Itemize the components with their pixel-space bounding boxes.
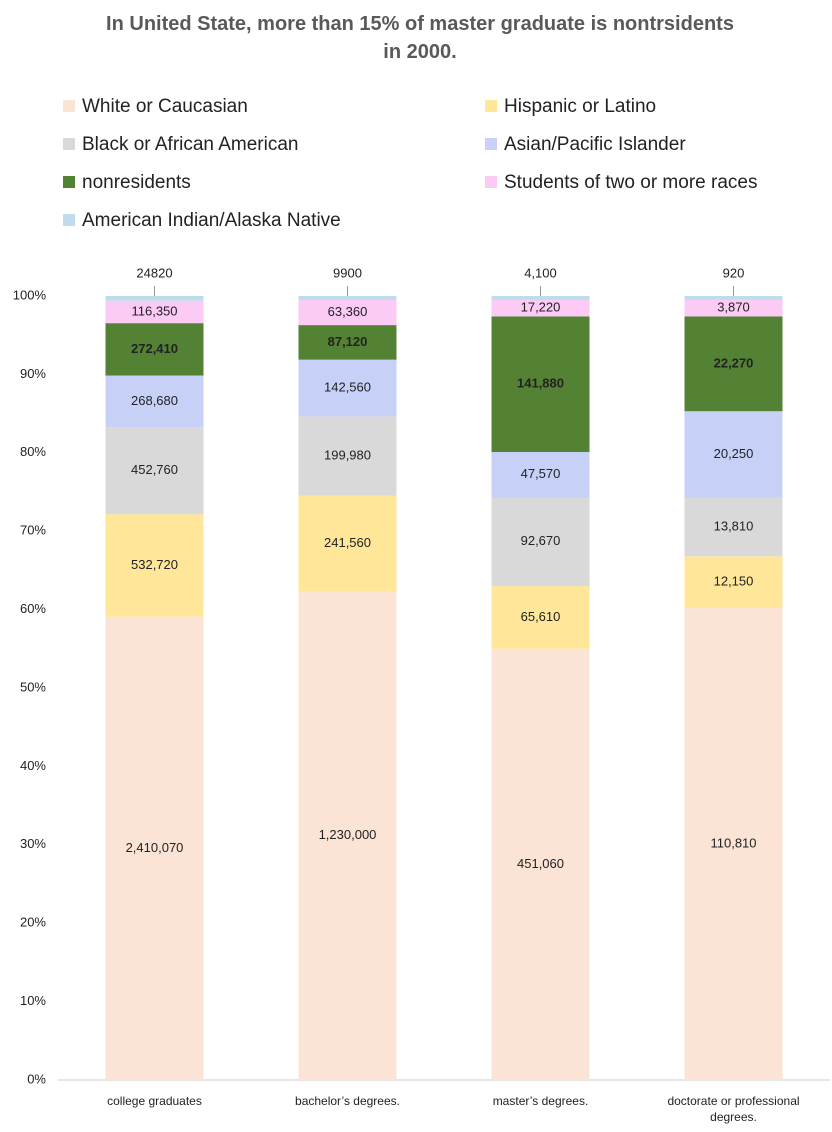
bar-segment bbox=[105, 300, 204, 324]
x-tick-label: master’s degrees. bbox=[492, 1094, 589, 1108]
y-tick-label: 100% bbox=[13, 287, 47, 302]
y-tick-label: 30% bbox=[20, 836, 46, 851]
bar-segment bbox=[684, 299, 783, 317]
legend-swatch bbox=[63, 214, 75, 226]
data-label: 24820 bbox=[136, 265, 172, 280]
bar-segment bbox=[105, 514, 204, 617]
legend-swatch bbox=[63, 176, 75, 188]
y-tick-label: 90% bbox=[20, 366, 46, 381]
y-tick-label: 0% bbox=[27, 1071, 46, 1086]
legend-swatch bbox=[485, 138, 497, 150]
data-label: 141,880 bbox=[517, 376, 564, 391]
bar-segment bbox=[105, 323, 204, 376]
y-tick-label: 50% bbox=[20, 679, 46, 694]
bar-segment bbox=[491, 452, 590, 498]
data-label: 17,220 bbox=[521, 300, 561, 315]
bar-segment bbox=[491, 497, 590, 587]
bar-segment bbox=[491, 299, 590, 317]
legend-label: White or Caucasian bbox=[82, 96, 248, 117]
data-label: 2,410,070 bbox=[126, 840, 184, 855]
legend-swatch bbox=[485, 176, 497, 188]
bar-segment bbox=[105, 427, 204, 515]
data-label: 110,810 bbox=[710, 835, 756, 850]
legend-swatch bbox=[63, 100, 75, 112]
data-label: 87,120 bbox=[328, 334, 368, 349]
x-tick-label: bachelor’s degrees. bbox=[295, 1094, 400, 1108]
bar-segment bbox=[105, 375, 204, 428]
legend-label: Students of two or more races bbox=[504, 172, 757, 193]
data-label: 4,100 bbox=[524, 265, 557, 280]
data-label: 63,360 bbox=[328, 304, 368, 319]
legend-label: American Indian/Alaska Native bbox=[82, 210, 341, 231]
data-label: 452,760 bbox=[131, 462, 178, 477]
bar-segment bbox=[298, 299, 397, 326]
data-label: 451,060 bbox=[517, 856, 564, 871]
legend-swatch bbox=[485, 100, 497, 112]
bar-segment bbox=[298, 495, 397, 592]
data-label: 532,720 bbox=[131, 557, 178, 572]
bar-segment bbox=[684, 316, 783, 412]
y-tick-label: 20% bbox=[20, 915, 46, 930]
bar-segment bbox=[684, 296, 783, 300]
data-label: 920 bbox=[723, 265, 745, 280]
data-label: 3,870 bbox=[717, 300, 750, 315]
bar-segment bbox=[298, 296, 397, 300]
bar-segment bbox=[684, 497, 783, 557]
data-label: 268,680 bbox=[131, 393, 178, 408]
bar-segment bbox=[298, 359, 397, 417]
bar-segment bbox=[105, 296, 204, 301]
bar-segment bbox=[105, 616, 204, 1080]
bar-segment bbox=[298, 325, 397, 360]
bar-segment bbox=[491, 648, 590, 1080]
chart-title: In United State, more than 15% of master… bbox=[106, 13, 734, 63]
legend-label: Black or African American bbox=[82, 134, 298, 155]
y-tick-label: 80% bbox=[20, 444, 46, 459]
data-label: 22,270 bbox=[714, 355, 754, 370]
bar-segment bbox=[684, 411, 783, 498]
bar-segment bbox=[491, 586, 590, 649]
data-label: 65,610 bbox=[521, 609, 561, 624]
data-label: 12,150 bbox=[714, 574, 754, 589]
y-tick-label: 10% bbox=[20, 993, 46, 1008]
data-label: 142,560 bbox=[324, 379, 371, 394]
data-label: 9900 bbox=[333, 265, 362, 280]
legend-label: Hispanic or Latino bbox=[504, 96, 656, 117]
legend-label: nonresidents bbox=[82, 172, 191, 193]
x-tick-label: doctorate or professional degrees. bbox=[667, 1094, 800, 1124]
x-tick-label: college graduates bbox=[107, 1094, 202, 1108]
bar-segment bbox=[298, 416, 397, 496]
data-label: 199,980 bbox=[324, 447, 371, 462]
data-label: 20,250 bbox=[714, 446, 754, 461]
legend-swatch bbox=[63, 138, 75, 150]
data-label: 92,670 bbox=[521, 533, 561, 548]
bar-segment bbox=[298, 591, 397, 1080]
data-label: 1,230,000 bbox=[319, 827, 377, 842]
data-label: 272,410 bbox=[131, 341, 178, 356]
data-label: 13,810 bbox=[714, 518, 754, 533]
y-tick-label: 40% bbox=[20, 758, 46, 773]
data-label: 116,350 bbox=[131, 303, 177, 318]
bar-segment bbox=[684, 608, 783, 1080]
legend-label: Asian/Pacific Islander bbox=[504, 134, 686, 155]
bar-segment bbox=[684, 556, 783, 609]
y-tick-label: 60% bbox=[20, 601, 46, 616]
y-tick-label: 70% bbox=[20, 523, 46, 538]
bar-segment bbox=[491, 316, 590, 453]
data-label: 47,570 bbox=[521, 466, 561, 481]
data-label: 241,560 bbox=[324, 535, 371, 550]
bar-segment bbox=[491, 296, 590, 300]
